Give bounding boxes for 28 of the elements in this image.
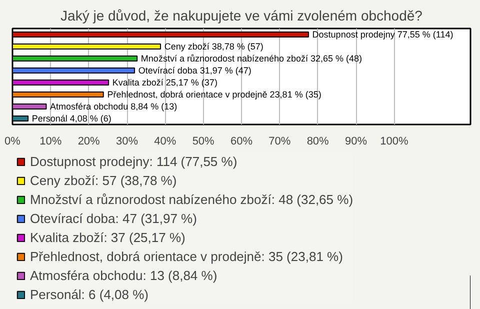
y-tick-label: Dostupnost prodejny 77,55 % (114) xyxy=(312,30,454,40)
x-tick-label: 90% xyxy=(344,136,368,148)
legend-label: Kvalita zboží: 37 (25,17 %) xyxy=(30,230,186,245)
x-tick-label: 80% xyxy=(306,136,330,148)
x-tick-label: 40% xyxy=(154,136,176,148)
legend-label: Personál: 6 (4,08 %) xyxy=(30,287,149,302)
x-tick-label: 70% xyxy=(268,136,291,148)
x-tick-label: 10% xyxy=(40,136,62,148)
y-tick-label: Kvalita zboží 25,17 % (37) xyxy=(112,78,218,88)
y-tick-label: Personál 4,08 % (6) xyxy=(32,114,112,124)
legend-label: Dostupnost prodejny: 114 (77,55 %) xyxy=(30,154,238,169)
y-tick-label: Přehlednost, dobrá orientace v prodejně 23,81 % (35) xyxy=(107,90,322,100)
x-tick-label: 0% xyxy=(4,136,21,148)
y-tick-label: Ceny zboží 38,78 % (57) xyxy=(164,42,264,52)
y-tick-label: Otevírací doba 31,97 % (47) xyxy=(138,66,252,76)
y-tick-label: Atmosféra obchodu 8,84 % (13) xyxy=(50,102,178,112)
x-tick-label: 20% xyxy=(78,136,100,148)
x-tick-label: 100% xyxy=(380,136,408,148)
chart-title: Jaký je důvod, že nakupujete ve vámi zvoleném obchodě? xyxy=(60,8,423,24)
legend-label: Atmosféra obchodu: 13 (8,84 %) xyxy=(30,268,218,283)
legend-label: Množství a různorodost nabízeného zboží: 48 (32,65 %) xyxy=(30,192,354,207)
x-tick-label: 60% xyxy=(230,136,253,148)
legend-label: Ceny zboží: 57 (38,78 %) xyxy=(30,173,177,188)
legend-label: Otevírací doba: 47 (31,97 %) xyxy=(30,211,197,226)
x-tick-label: 30% xyxy=(116,136,138,148)
x-tick-label: 50% xyxy=(192,136,215,148)
legend-label: Přehlednost, dobrá orientace v prodejně: 35 (23,81 %) xyxy=(30,249,343,264)
y-tick-label: Množství a různorodost nabízeného zboží 32,65 % (48) xyxy=(140,54,362,64)
